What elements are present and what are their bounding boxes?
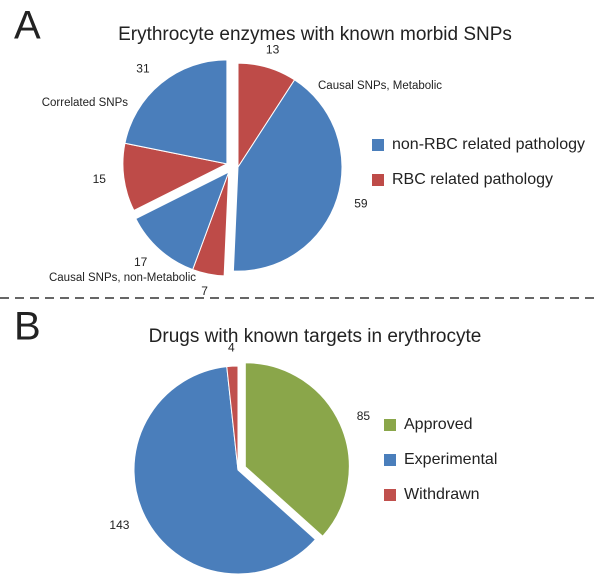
legend-swatch	[384, 419, 396, 431]
value-label: 7	[201, 284, 208, 298]
legend-label: Withdrawn	[404, 486, 480, 503]
panel-label: A	[14, 4, 41, 48]
pie-slice	[244, 362, 350, 537]
legend-swatch	[372, 139, 384, 151]
panel-label: B	[14, 305, 41, 349]
pie-slice	[122, 142, 229, 212]
value-label: 13	[266, 42, 280, 56]
legend-label: Approved	[404, 416, 473, 433]
pie-slice	[124, 59, 228, 165]
legend-swatch	[384, 454, 396, 466]
value-label: 4	[228, 340, 235, 354]
legend-swatch	[384, 489, 396, 501]
legend-swatch	[372, 174, 384, 186]
group-label: Causal SNPs, Metabolic	[318, 80, 442, 92]
group-label: Correlated SNPs	[42, 97, 129, 109]
value-label: 85	[357, 409, 371, 423]
group-label: Causal SNPs, non-Metabolic	[49, 272, 196, 284]
value-label: 31	[136, 62, 150, 76]
pie-slice	[135, 171, 230, 271]
value-label: 15	[93, 172, 107, 186]
value-label: 59	[354, 196, 368, 210]
pie-slice	[133, 366, 317, 575]
chart-title: Drugs with known targets in erythrocyte	[149, 326, 482, 347]
chart-title: Erythrocyte enzymes with known morbid SN…	[118, 24, 512, 45]
value-label: 143	[109, 518, 129, 532]
legend-label: Experimental	[404, 451, 497, 468]
pie-slice	[226, 365, 239, 471]
value-label: 17	[134, 255, 148, 269]
legend-label: RBC related pathology	[392, 171, 553, 188]
legend-label: non-RBC related pathology	[392, 136, 585, 153]
pie-slice	[232, 79, 343, 272]
